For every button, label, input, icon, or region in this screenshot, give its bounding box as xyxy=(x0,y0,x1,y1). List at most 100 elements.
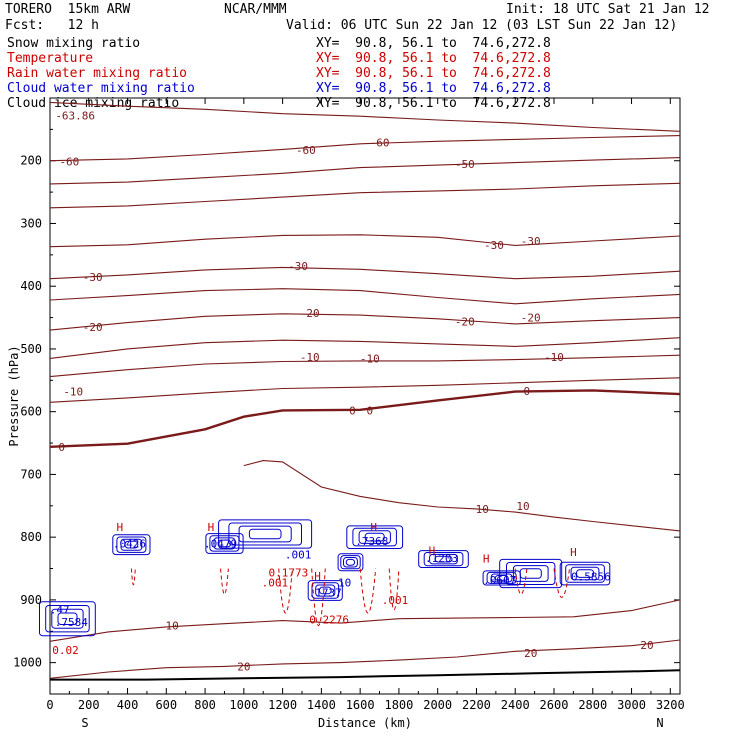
cloud-contour-label: .0479 xyxy=(204,537,237,550)
cloud-water-contour xyxy=(364,532,385,542)
temperature-contour-label: 20 xyxy=(237,660,250,673)
maximum-marker: H xyxy=(116,521,123,534)
temperature-contour-label: 0 xyxy=(524,385,531,398)
isotherm-line xyxy=(49,157,681,185)
temperature-contour-label: -10 xyxy=(360,352,380,365)
rain-contour-label: 0.1773 xyxy=(269,566,309,579)
x-tick-label: 1000 xyxy=(229,698,258,712)
maximum-marker: H xyxy=(370,521,377,534)
cloud-water-contour xyxy=(494,575,509,581)
cloud-water-contour xyxy=(116,536,147,553)
cloud-contour-label: .7368 xyxy=(355,535,388,548)
x-tick-label: 2000 xyxy=(423,698,452,712)
maximum-marker: H xyxy=(483,552,490,565)
x-tick-label: 2200 xyxy=(462,698,491,712)
isotherm-line xyxy=(49,313,681,331)
cloud-water-contour xyxy=(248,528,282,540)
temperature-contour-label: -60 xyxy=(296,144,316,157)
y-tick-label: 1000 xyxy=(13,656,42,670)
isotherm-line xyxy=(49,266,681,280)
cloud-water-contour xyxy=(57,612,78,625)
isotherm-line xyxy=(49,101,681,132)
isotherm-line xyxy=(49,182,681,209)
x-tick-label: 1800 xyxy=(384,698,413,712)
cloud-water-contour xyxy=(238,525,292,543)
x-tick-label: 2800 xyxy=(578,698,607,712)
isotherm-line xyxy=(49,377,681,403)
cloud-water-contour xyxy=(209,535,240,552)
cloud-water-contour xyxy=(565,564,605,583)
temperature-contour-label: 10 xyxy=(165,620,178,633)
cloud-water-contour xyxy=(228,522,302,546)
maximum-marker: H xyxy=(570,546,577,559)
cloud-water-contour xyxy=(512,565,549,582)
cloud-water-contour xyxy=(315,584,336,597)
legend-name: Cloud water mixing ratio xyxy=(7,81,195,96)
rain-water-contour xyxy=(311,568,326,626)
rain-contour-label: 0.02 xyxy=(52,644,79,657)
x-tick-label: 1400 xyxy=(307,698,336,712)
cloud-water-contour xyxy=(423,552,464,567)
cloud-contour-label: 10 xyxy=(338,576,351,589)
rain-contour-label: .001 xyxy=(382,594,409,607)
cloud-water-contour xyxy=(358,530,391,544)
cloud-contour-label: .7584 xyxy=(55,616,88,629)
x-tick-label: 800 xyxy=(194,698,216,712)
cloud-water-contour xyxy=(45,605,90,633)
x-tick-label: 2600 xyxy=(540,698,569,712)
cloud-contour-label: .0607 xyxy=(483,574,516,587)
legend-range: XY= 90.8, 56.1 to 74.6,272.8 xyxy=(316,36,551,51)
legend-range: XY= 90.8, 56.1 to 74.6,272.8 xyxy=(316,51,551,66)
rain-water-contour xyxy=(130,568,136,586)
model-title: TORERO 15km ARW xyxy=(5,2,131,17)
temperature-contour-label: 0 xyxy=(367,404,374,417)
cloud-water-contour xyxy=(39,601,96,637)
y-tick-label: 400 xyxy=(20,279,42,293)
rain-contour-label: .001 xyxy=(262,576,289,589)
rain-water-contour xyxy=(359,568,377,614)
legend-name: Rain water mixing ratio xyxy=(7,66,188,81)
temperature-contour-label: 0 xyxy=(58,441,65,454)
legend-range: XY= 90.8, 56.1 to 74.6,272.8 xyxy=(316,66,551,81)
y-tick-label: 600 xyxy=(20,405,42,419)
temperature-contour-label: -30 xyxy=(484,239,504,252)
temperature-contour-label: -30 xyxy=(521,235,541,248)
cloud-contour-label: .001 xyxy=(285,549,312,562)
temperature-contour-label: 20 xyxy=(524,647,537,660)
temperature-contour-label: -10 xyxy=(63,386,83,399)
ground-surface-line xyxy=(50,669,681,681)
cloud-water-contour xyxy=(482,570,521,586)
temperature-contour-label: -30 xyxy=(83,271,103,284)
cloud-water-contour xyxy=(343,557,358,568)
cloud-water-contour xyxy=(559,561,611,586)
cloud-water-contour xyxy=(352,527,397,547)
rain-water-contour xyxy=(388,568,400,611)
cloud-water-contour xyxy=(340,555,361,570)
cloud-water-contour xyxy=(205,533,244,554)
legend-range: XY= 90.8, 56.1 to 74.6,272.8 xyxy=(316,81,551,96)
x-tick-label: 2400 xyxy=(501,698,530,712)
isotherm-line xyxy=(49,288,681,305)
cloud-water-contour xyxy=(418,550,469,568)
rain-water-contour xyxy=(220,568,229,595)
temperature-contour-label: -50 xyxy=(455,158,475,171)
forecast-hour: Fcst: 12 h xyxy=(5,18,99,33)
x-tick-label: 3200 xyxy=(656,698,685,712)
y-tick-label: 800 xyxy=(20,530,42,544)
temperature-contour-label: -20 xyxy=(300,307,320,320)
legend-name: Temperature xyxy=(7,51,94,66)
x-tick-label: 400 xyxy=(117,698,139,712)
cloud-water-contour xyxy=(120,538,143,551)
cloud-water-contour xyxy=(576,569,594,578)
plot-frame xyxy=(49,97,681,695)
temperature-contour-label: -20 xyxy=(83,321,103,334)
y-axis-label: Pressure (hPa) xyxy=(7,345,21,446)
x-tick-label: 0 xyxy=(46,698,53,712)
x-tick-label: 3000 xyxy=(617,698,646,712)
isotherm-line xyxy=(49,389,681,448)
cloud-water-contour xyxy=(124,540,139,549)
cloud-water-contour xyxy=(213,537,236,550)
x-axis-label: Distance (km) xyxy=(318,716,412,730)
maximum-marker: H xyxy=(314,570,321,583)
